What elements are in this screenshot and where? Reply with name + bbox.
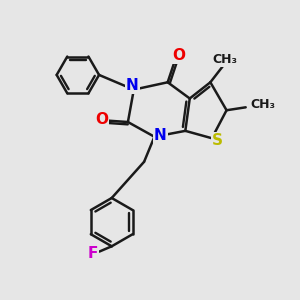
Text: O: O [95,112,108,127]
Text: CH₃: CH₃ [213,53,238,66]
Text: N: N [154,128,167,143]
Text: CH₃: CH₃ [250,98,275,111]
Text: N: N [126,78,139,93]
Text: O: O [172,48,185,63]
Text: S: S [212,133,223,148]
Text: F: F [88,246,98,261]
